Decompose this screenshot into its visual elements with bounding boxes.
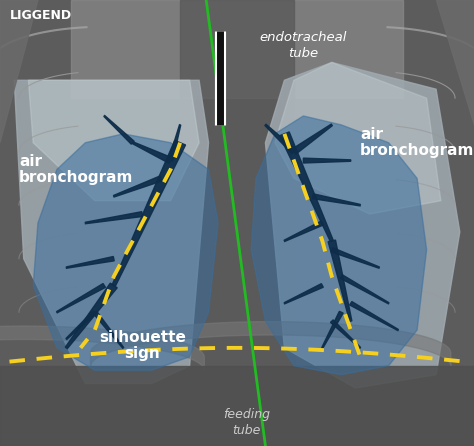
Text: feeding
tube: feeding tube xyxy=(223,408,270,437)
Polygon shape xyxy=(322,311,343,348)
Polygon shape xyxy=(436,0,474,125)
Polygon shape xyxy=(33,134,218,370)
Polygon shape xyxy=(0,0,38,143)
Polygon shape xyxy=(104,116,134,144)
Text: air
bronchogram: air bronchogram xyxy=(360,127,474,158)
Polygon shape xyxy=(85,212,143,224)
Polygon shape xyxy=(65,283,117,349)
Polygon shape xyxy=(331,248,380,268)
Polygon shape xyxy=(112,140,185,286)
Polygon shape xyxy=(275,62,441,214)
Text: endotracheal
tube: endotracheal tube xyxy=(260,31,347,60)
Polygon shape xyxy=(284,284,323,304)
Polygon shape xyxy=(328,240,352,322)
Polygon shape xyxy=(340,275,389,304)
Polygon shape xyxy=(350,301,399,330)
Polygon shape xyxy=(303,158,351,163)
Polygon shape xyxy=(330,320,361,348)
Polygon shape xyxy=(265,124,296,153)
Text: air
bronchogram: air bronchogram xyxy=(19,154,133,185)
Polygon shape xyxy=(169,125,181,161)
Text: LIGGEND: LIGGEND xyxy=(9,9,72,22)
Bar xyxy=(71,0,403,98)
Polygon shape xyxy=(292,124,332,154)
Polygon shape xyxy=(280,132,333,241)
Polygon shape xyxy=(66,311,96,339)
Polygon shape xyxy=(56,284,106,313)
Polygon shape xyxy=(284,221,323,241)
Polygon shape xyxy=(93,311,124,348)
Bar xyxy=(0,366,474,446)
Polygon shape xyxy=(28,80,199,201)
Polygon shape xyxy=(265,62,460,388)
Polygon shape xyxy=(66,256,114,268)
Polygon shape xyxy=(251,116,427,375)
Polygon shape xyxy=(132,142,172,163)
Text: silhouette
sign: silhouette sign xyxy=(99,330,186,361)
Polygon shape xyxy=(14,80,209,384)
Bar xyxy=(180,0,294,446)
Polygon shape xyxy=(312,194,360,206)
Polygon shape xyxy=(113,176,162,197)
